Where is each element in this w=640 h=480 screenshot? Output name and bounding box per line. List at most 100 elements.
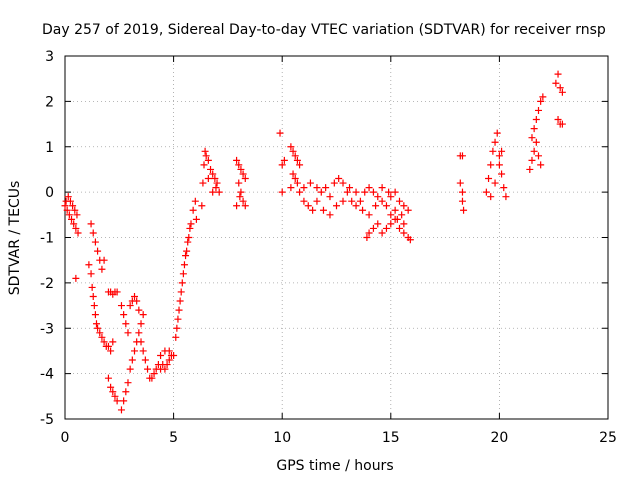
data-point — [280, 156, 288, 164]
data-point — [165, 356, 173, 364]
data-point — [137, 338, 145, 346]
chart-title: Day 257 of 2019, Sidereal Day-to-day VTE… — [42, 22, 606, 38]
data-point — [300, 197, 308, 205]
data-point — [176, 297, 184, 305]
data-point — [306, 179, 314, 187]
data-point — [558, 120, 566, 128]
data-point — [104, 342, 112, 350]
data-point — [73, 211, 81, 219]
data-point — [185, 234, 193, 241]
data-point — [498, 170, 506, 178]
data-point — [74, 229, 82, 237]
data-point — [322, 184, 330, 192]
data-point — [135, 329, 143, 337]
data-point — [66, 197, 74, 205]
data-point — [91, 311, 99, 319]
data-point — [333, 202, 340, 210]
x-tick-label: 5 — [169, 430, 178, 446]
data-point — [202, 152, 210, 160]
data-point — [482, 188, 490, 196]
data-point — [554, 70, 562, 78]
data-point — [87, 270, 95, 278]
data-point — [369, 188, 377, 196]
data-point — [404, 206, 412, 214]
data-point — [382, 202, 390, 210]
data-point — [495, 161, 503, 169]
data-point — [391, 188, 399, 196]
data-point — [128, 356, 136, 364]
data-point — [172, 333, 180, 341]
data-point — [489, 147, 497, 155]
data-point — [69, 202, 77, 210]
y-tick-label: -2 — [40, 276, 54, 292]
data-point — [241, 202, 249, 210]
data-point — [530, 125, 538, 133]
data-point — [117, 302, 125, 310]
data-point — [382, 224, 390, 232]
data-point — [406, 236, 414, 244]
data-point — [534, 152, 542, 160]
data-point — [144, 365, 152, 373]
data-point — [241, 175, 249, 183]
data-point — [88, 283, 96, 291]
data-point — [239, 170, 247, 178]
data-point — [61, 202, 69, 210]
data-point — [374, 193, 382, 201]
data-point — [211, 175, 219, 183]
data-point — [313, 197, 321, 205]
data-point — [94, 247, 102, 255]
data-point — [139, 311, 147, 319]
data-point — [70, 220, 78, 228]
data-point — [554, 116, 562, 124]
data-point — [68, 215, 76, 223]
data-point — [532, 116, 540, 124]
data-point — [372, 202, 380, 210]
data-point — [113, 288, 121, 296]
data-point — [313, 184, 321, 192]
data-point — [212, 184, 220, 192]
data-point — [356, 197, 364, 205]
data-point — [198, 202, 206, 210]
data-point — [278, 188, 286, 196]
data-point — [204, 156, 212, 164]
data-point — [107, 347, 115, 355]
data-point — [236, 193, 244, 201]
data-point — [184, 238, 192, 246]
data-point — [63, 206, 71, 214]
data-point — [235, 161, 243, 169]
data-point — [287, 143, 295, 151]
data-point — [348, 197, 356, 205]
data-point — [278, 161, 286, 169]
data-point — [487, 193, 495, 201]
data-point — [378, 184, 386, 192]
x-tick-label: 0 — [61, 430, 70, 446]
x-tick-label: 10 — [273, 430, 291, 446]
y-tick-label: 1 — [45, 140, 54, 156]
data-point — [120, 311, 128, 319]
data-point — [289, 147, 297, 155]
data-point — [165, 347, 173, 355]
data-point — [485, 175, 493, 183]
y-tick-label: 0 — [45, 185, 54, 201]
data-point — [71, 206, 79, 214]
data-point — [163, 361, 171, 369]
data-point — [90, 302, 98, 310]
data-point — [361, 188, 369, 196]
data-point — [456, 179, 464, 187]
data-point — [539, 93, 547, 101]
data-point — [137, 320, 145, 328]
data-point — [126, 365, 134, 373]
data-point — [65, 211, 73, 219]
data-point — [528, 156, 536, 164]
data-point — [72, 274, 80, 282]
data-point — [91, 238, 99, 246]
y-axis-title: SDTVAR / TECUs — [7, 181, 23, 296]
x-tick-label: 25 — [599, 430, 617, 446]
data-point — [178, 279, 186, 287]
data-point — [363, 234, 371, 241]
data-point — [300, 184, 308, 192]
data-point — [378, 197, 386, 205]
data-point — [126, 302, 134, 310]
data-point — [170, 351, 178, 359]
data-point — [213, 179, 221, 187]
